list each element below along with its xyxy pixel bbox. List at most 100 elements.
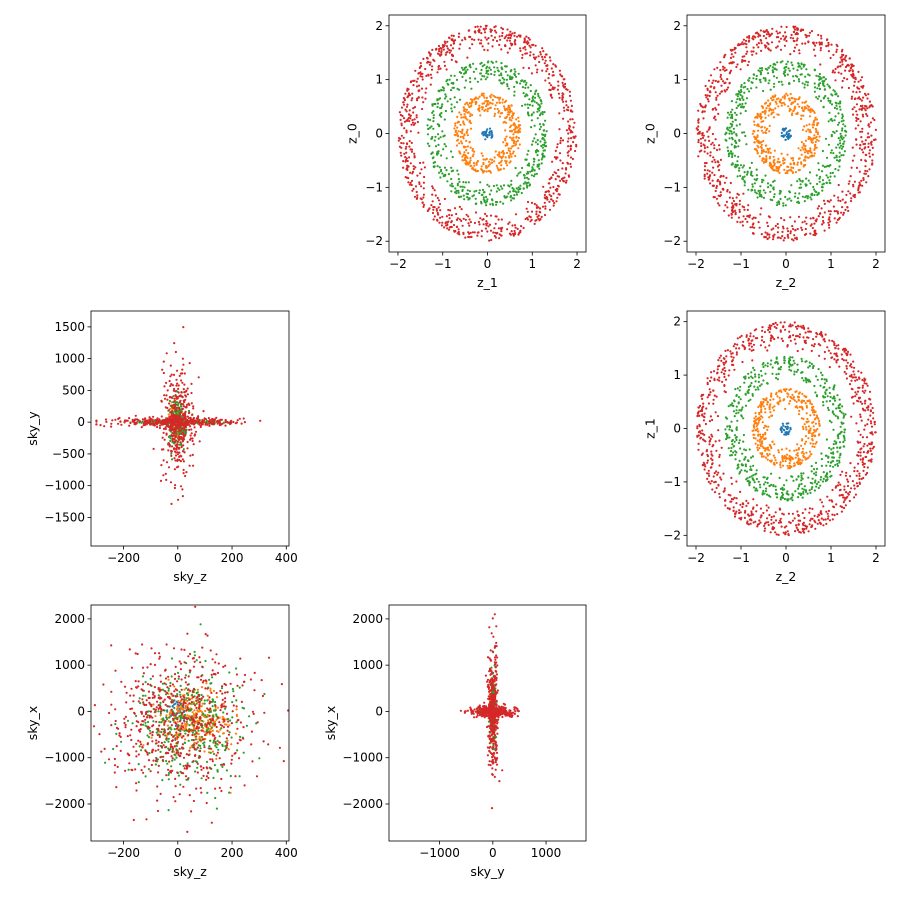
- data-point: [786, 94, 789, 97]
- data-point: [494, 150, 497, 153]
- data-point: [457, 189, 460, 192]
- data-point: [759, 81, 762, 84]
- data-point: [484, 227, 487, 230]
- data-point: [835, 48, 838, 51]
- data-point: [766, 481, 769, 484]
- data-point: [535, 101, 538, 104]
- data-point: [444, 145, 448, 148]
- data-point: [750, 349, 753, 352]
- data-point: [811, 507, 814, 510]
- data-point: [801, 128, 805, 131]
- data-point: [419, 62, 422, 65]
- data-point: [719, 476, 722, 479]
- data-point: [402, 117, 406, 120]
- data-point: [702, 402, 705, 405]
- data-point: [717, 202, 720, 205]
- data-point: [533, 100, 536, 103]
- data-point: [779, 164, 783, 167]
- data-point: [446, 50, 449, 53]
- data-point: [539, 140, 542, 143]
- data-point: [493, 73, 496, 76]
- data-point: [427, 118, 430, 121]
- data-point: [788, 462, 791, 465]
- data-point: [815, 220, 818, 223]
- data-point: [441, 172, 444, 175]
- data-point: [808, 129, 812, 132]
- data-point: [752, 433, 755, 436]
- data-point: [565, 88, 568, 91]
- data-point: [796, 363, 799, 366]
- data-point: [757, 419, 761, 422]
- data-point: [565, 168, 568, 171]
- data-point: [754, 429, 758, 432]
- data-point: [729, 494, 732, 497]
- data-point: [798, 97, 801, 100]
- data-point: [867, 123, 870, 126]
- data-point: [713, 491, 717, 494]
- data-point: [777, 533, 780, 537]
- data-point: [837, 71, 840, 74]
- data-point: [544, 119, 547, 122]
- data-point: [770, 515, 773, 519]
- data-point: [818, 424, 821, 427]
- data-point: [723, 390, 726, 393]
- data-point: [757, 146, 760, 149]
- data-point: [757, 69, 760, 72]
- data-point: [765, 504, 768, 507]
- data-point: [718, 453, 721, 456]
- data-point: [415, 116, 418, 119]
- data-point: [766, 127, 769, 130]
- data-point: [814, 479, 817, 482]
- data-point: [740, 415, 743, 418]
- data-point: [822, 221, 825, 224]
- data-point: [854, 77, 857, 80]
- data-point: [737, 90, 741, 93]
- data-point: [841, 206, 844, 209]
- data-point: [866, 444, 869, 447]
- data-point: [815, 130, 818, 134]
- data-point: [490, 34, 493, 37]
- data-point: [785, 479, 788, 482]
- data-point: [734, 118, 737, 122]
- data-point: [868, 106, 871, 109]
- data-point: [781, 486, 784, 489]
- data-point: [735, 412, 738, 415]
- data-point: [513, 40, 516, 43]
- data-point: [464, 70, 468, 73]
- data-point: [705, 96, 708, 99]
- data-point: [438, 171, 441, 174]
- data-point: [483, 48, 486, 52]
- data-point: [458, 180, 461, 183]
- data-point: [489, 95, 492, 98]
- data-point: [827, 223, 831, 227]
- data-point: [820, 43, 823, 46]
- data-point: [524, 52, 527, 55]
- data-point: [823, 378, 826, 381]
- data-point: [744, 377, 747, 380]
- data-point: [825, 400, 828, 403]
- data-point: [759, 29, 763, 32]
- data-point: [529, 51, 532, 54]
- data-point: [708, 126, 711, 129]
- data-point: [793, 220, 797, 223]
- data-point: [847, 209, 850, 212]
- data-point: [836, 462, 839, 465]
- data-point: [840, 147, 844, 150]
- data-point: [515, 187, 518, 190]
- data-point: [402, 160, 405, 163]
- data-point: [781, 458, 784, 461]
- data-point: [719, 61, 722, 64]
- data-point: [697, 448, 700, 451]
- data-point: [760, 455, 764, 458]
- data-point: [779, 237, 782, 240]
- data-point: [468, 140, 471, 143]
- data-point: [788, 449, 791, 452]
- data-point: [535, 71, 539, 74]
- data-point: [502, 81, 505, 84]
- data-point: [800, 474, 803, 477]
- data-point: [766, 454, 770, 457]
- data-point: [863, 147, 866, 150]
- data-point: [547, 190, 551, 193]
- data-point: [853, 193, 857, 196]
- data-point: [570, 104, 574, 107]
